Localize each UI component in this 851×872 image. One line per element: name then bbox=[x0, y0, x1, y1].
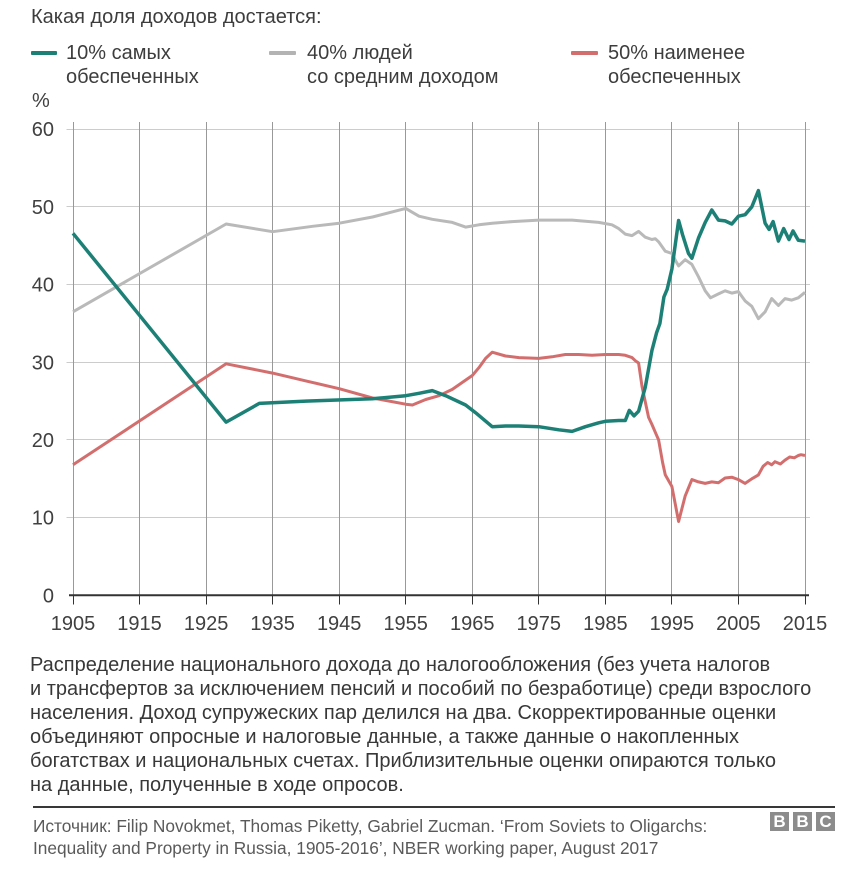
svg-text:2015: 2015 bbox=[783, 613, 828, 635]
svg-text:1905: 1905 bbox=[51, 613, 96, 635]
svg-text:10: 10 bbox=[32, 508, 54, 530]
svg-text:2005: 2005 bbox=[716, 613, 761, 635]
svg-text:1985: 1985 bbox=[583, 613, 628, 635]
svg-text:1995: 1995 bbox=[650, 613, 695, 635]
svg-text:50: 50 bbox=[32, 197, 54, 219]
svg-text:1965: 1965 bbox=[450, 613, 495, 635]
svg-text:1975: 1975 bbox=[517, 613, 562, 635]
svg-text:30: 30 bbox=[32, 352, 54, 374]
svg-text:60: 60 bbox=[32, 119, 54, 141]
svg-text:1945: 1945 bbox=[317, 613, 362, 635]
svg-text:40: 40 bbox=[32, 275, 54, 297]
svg-text:1955: 1955 bbox=[383, 613, 428, 635]
svg-text:1915: 1915 bbox=[117, 613, 162, 635]
svg-text:1935: 1935 bbox=[250, 613, 295, 635]
svg-text:1925: 1925 bbox=[184, 613, 229, 635]
svg-text:20: 20 bbox=[32, 430, 54, 452]
svg-text:%: % bbox=[32, 90, 50, 112]
svg-text:0: 0 bbox=[43, 585, 54, 607]
